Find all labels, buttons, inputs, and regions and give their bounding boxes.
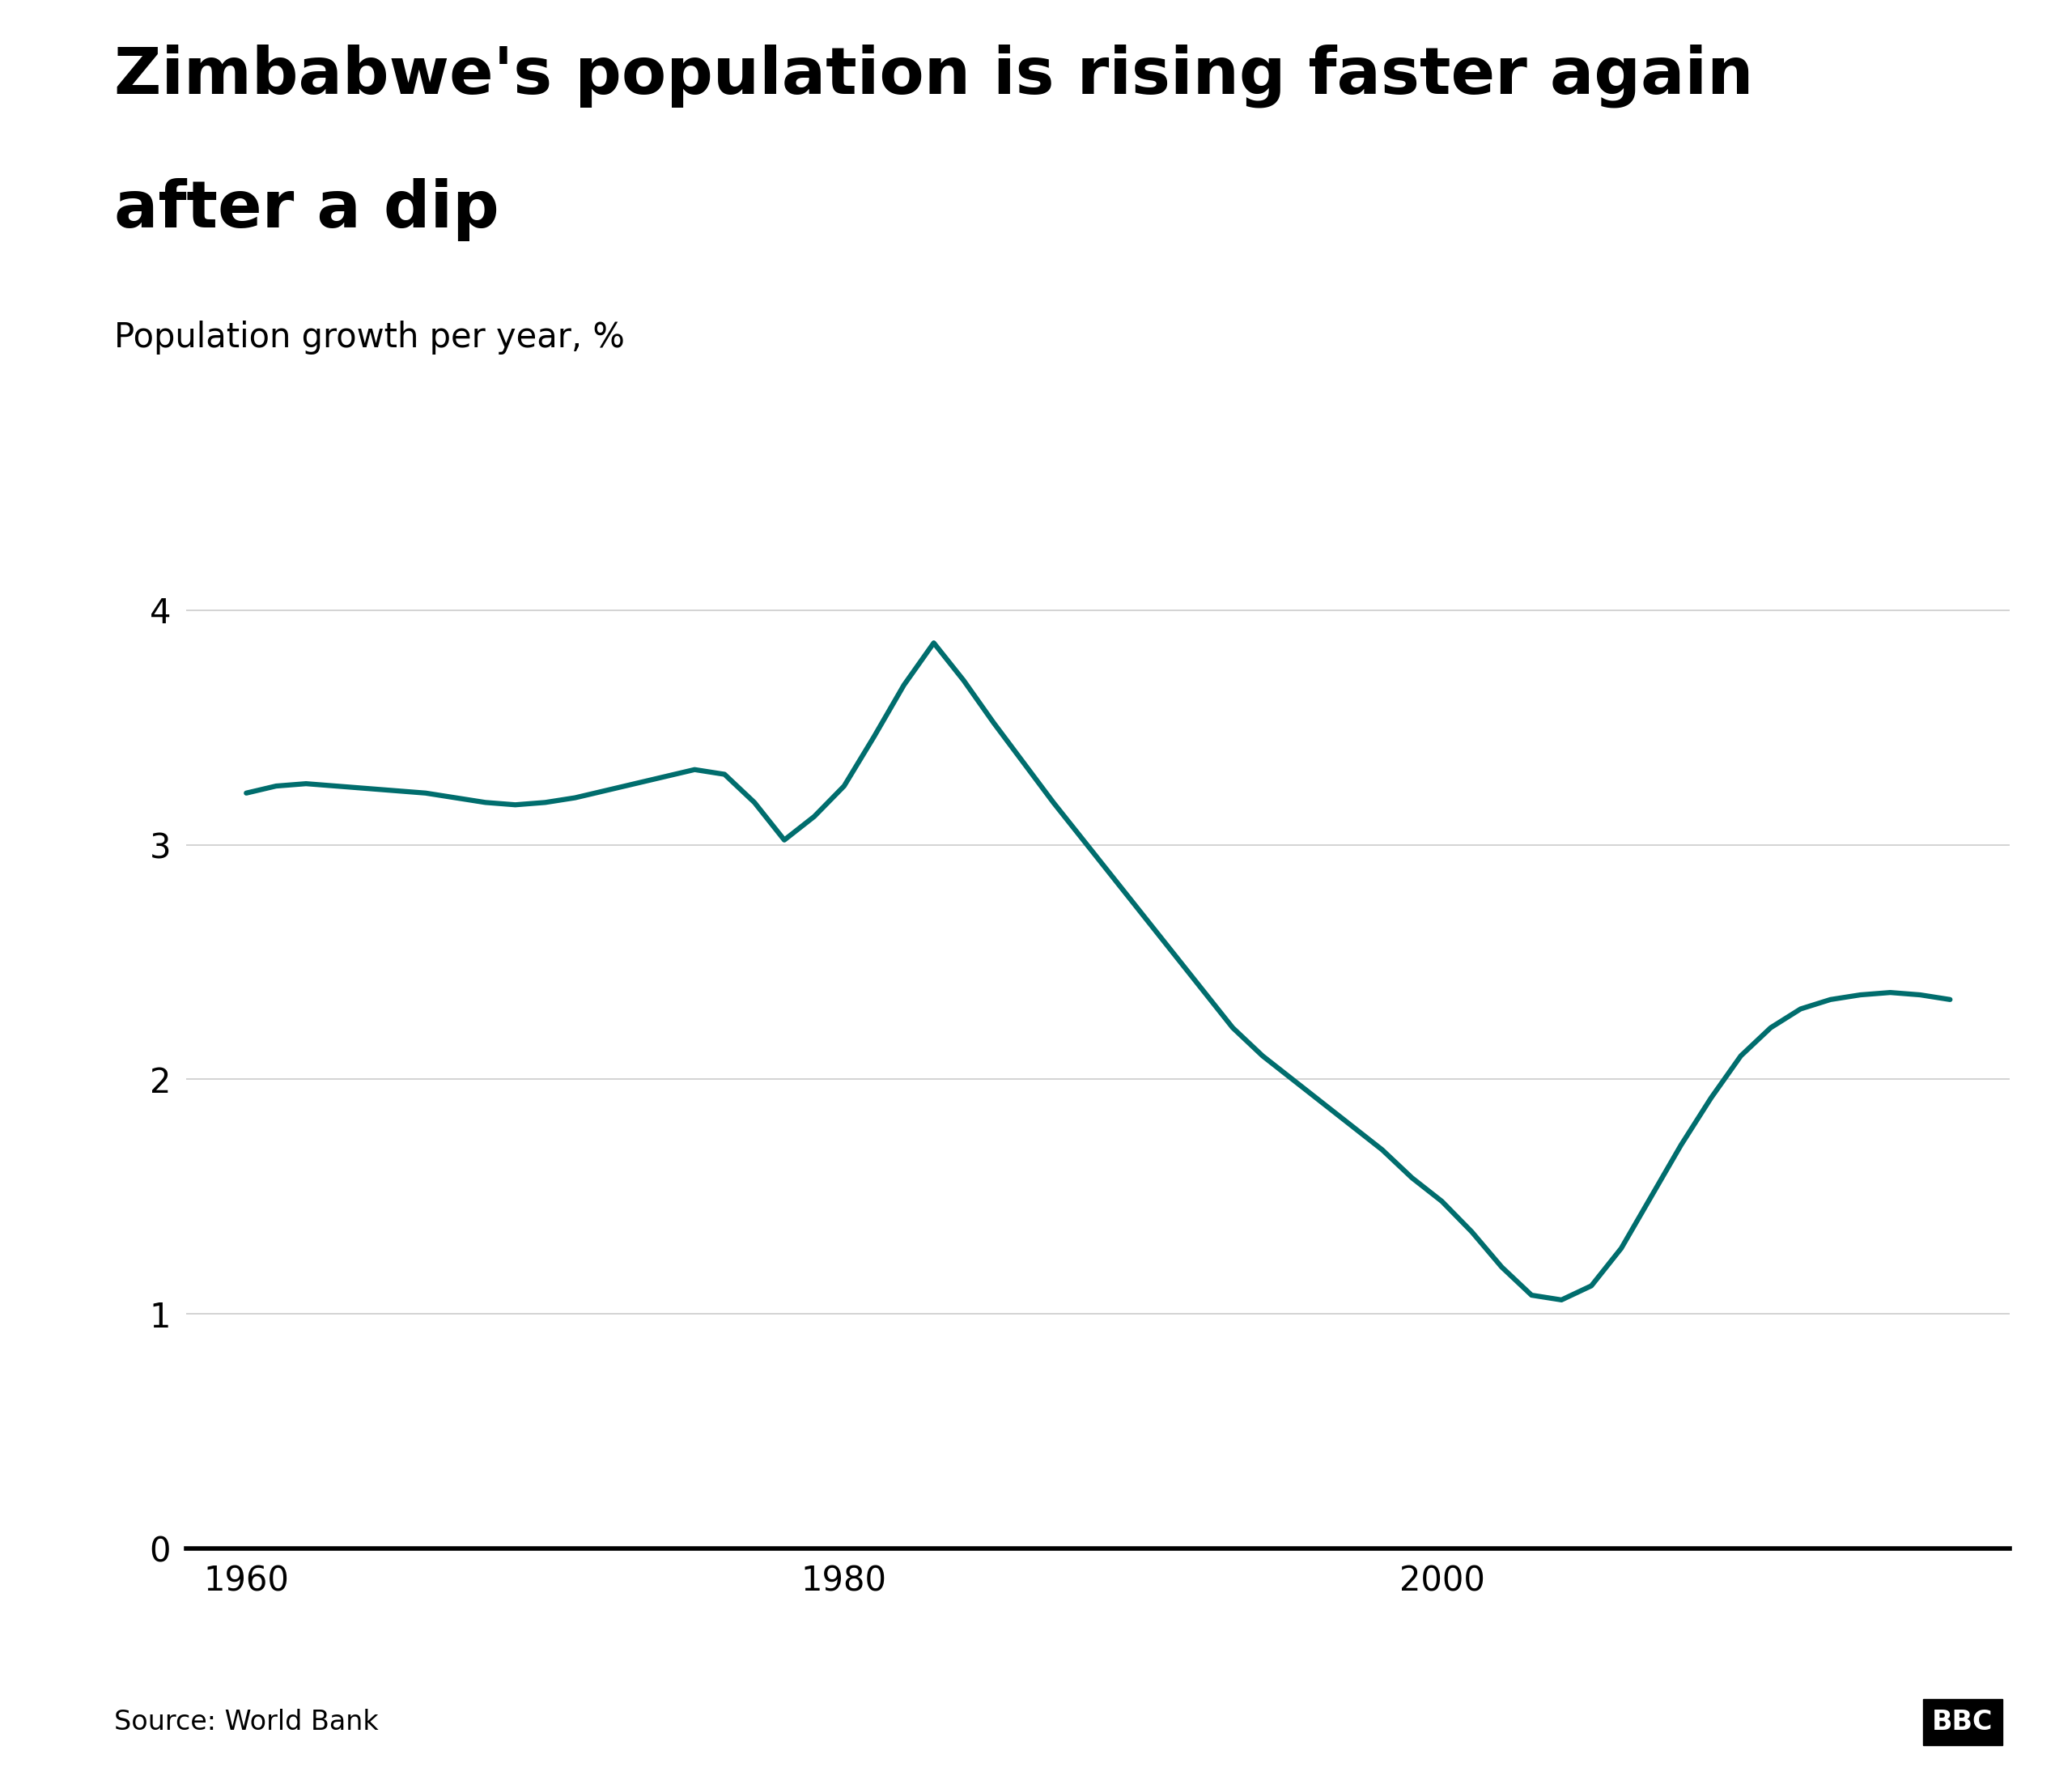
Text: Zimbabwe's population is rising faster again: Zimbabwe's population is rising faster a… bbox=[114, 44, 1753, 109]
Text: Source: World Bank: Source: World Bank bbox=[114, 1709, 379, 1736]
Text: after a dip: after a dip bbox=[114, 178, 499, 240]
Text: BBC: BBC bbox=[1933, 1709, 1993, 1736]
Text: Population growth per year, %: Population growth per year, % bbox=[114, 320, 624, 354]
